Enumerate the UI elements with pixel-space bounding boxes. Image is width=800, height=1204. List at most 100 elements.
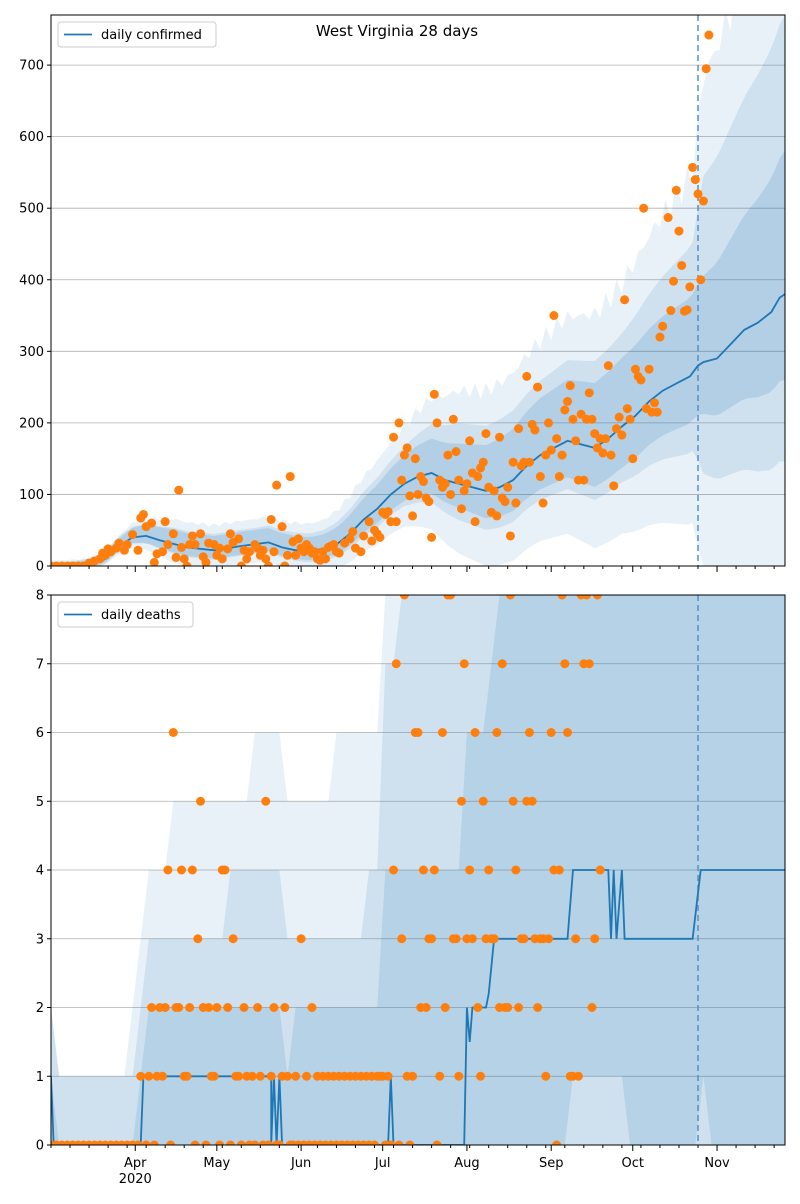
- y-tick-label: 0: [36, 1139, 44, 1154]
- data-point: [508, 457, 518, 467]
- data-point: [410, 454, 420, 464]
- data-point: [484, 865, 494, 875]
- data-point: [133, 545, 143, 555]
- data-point: [272, 480, 282, 490]
- data-point: [435, 1071, 445, 1081]
- data-point: [446, 489, 456, 499]
- data-point: [242, 554, 252, 564]
- data-point: [606, 450, 616, 460]
- data-point: [370, 1140, 380, 1145]
- data-point: [244, 547, 254, 557]
- data-point: [394, 418, 404, 428]
- data-point: [617, 430, 627, 440]
- data-point: [147, 518, 157, 528]
- data-point: [427, 532, 437, 542]
- data-point: [402, 443, 412, 453]
- data-point: [389, 865, 399, 875]
- data-point: [383, 1071, 393, 1081]
- y-tick-label: 500: [19, 202, 44, 217]
- data-point: [225, 1140, 235, 1145]
- data-point: [560, 405, 570, 415]
- data-point: [465, 865, 475, 875]
- data-point: [476, 1071, 486, 1081]
- data-point: [655, 332, 665, 342]
- data-point: [196, 796, 206, 806]
- y-tick-label: 0: [36, 560, 44, 575]
- data-point: [163, 540, 173, 550]
- data-point: [595, 865, 605, 875]
- data-point: [258, 545, 268, 555]
- data-point: [413, 728, 423, 737]
- data-point: [622, 404, 632, 414]
- data-point: [522, 371, 532, 381]
- data-point: [201, 1140, 211, 1145]
- data-point: [285, 472, 295, 482]
- data-point: [505, 531, 515, 541]
- data-point: [563, 728, 573, 737]
- data-point: [160, 1003, 170, 1012]
- data-point: [138, 509, 148, 519]
- data-point: [136, 1071, 146, 1081]
- data-point: [196, 529, 206, 539]
- data-point: [533, 1003, 543, 1012]
- data-point: [391, 659, 401, 669]
- x-tick-label: May: [203, 1156, 230, 1171]
- data-point: [386, 1140, 396, 1145]
- data-point: [225, 529, 235, 539]
- data-point: [255, 1071, 265, 1081]
- x-tick-label: Nov: [704, 1156, 730, 1171]
- data-point: [538, 498, 548, 508]
- data-point: [269, 1003, 279, 1012]
- data-point: [579, 475, 589, 485]
- data-point: [598, 448, 608, 458]
- data-point: [527, 796, 537, 806]
- data-point: [399, 450, 409, 460]
- data-point: [511, 865, 521, 875]
- data-point: [620, 295, 630, 305]
- data-point: [704, 30, 714, 40]
- deaths-panel: 0 1 2 3 4 5 6 7 8 Apr May Jun Jul Aug Sep Oct Nov 2020 dai…: [36, 589, 786, 1187]
- data-point: [478, 457, 488, 467]
- data-point: [511, 498, 521, 508]
- data-point: [693, 189, 703, 199]
- data-point: [179, 554, 189, 564]
- data-point: [280, 561, 290, 566]
- data-point: [274, 1140, 284, 1145]
- data-point: [397, 934, 407, 944]
- data-point: [565, 381, 575, 391]
- data-point: [688, 162, 698, 172]
- data-point: [383, 507, 393, 517]
- data-point: [427, 934, 437, 944]
- data-point: [492, 511, 502, 521]
- y-tick-label: 400: [19, 273, 44, 288]
- y-tick-label: 3: [36, 932, 44, 947]
- data-point: [201, 557, 211, 566]
- data-point: [329, 540, 339, 550]
- data-point: [122, 540, 132, 550]
- data-point: [413, 489, 423, 499]
- y-tick-label: 1: [36, 1070, 44, 1085]
- data-point: [481, 429, 491, 439]
- plot-area: [51, 595, 785, 1145]
- legend-label: daily deaths: [101, 608, 181, 623]
- data-point: [418, 477, 428, 487]
- data-point: [628, 454, 638, 464]
- data-point: [190, 1140, 200, 1145]
- y-tick-label: 300: [19, 345, 44, 360]
- data-point: [429, 865, 439, 875]
- y-tick-label: 700: [19, 59, 44, 74]
- data-point: [614, 412, 624, 422]
- data-point: [389, 432, 399, 442]
- data-point: [489, 934, 499, 944]
- data-point: [187, 865, 197, 875]
- data-point: [454, 1071, 464, 1081]
- data-point: [587, 414, 597, 424]
- data-point: [451, 447, 461, 457]
- data-point: [217, 554, 227, 564]
- data-point: [149, 1140, 159, 1145]
- data-point: [234, 1071, 244, 1081]
- data-point: [658, 321, 668, 331]
- data-point: [418, 865, 428, 875]
- data-point: [166, 1140, 176, 1145]
- data-point: [552, 1140, 562, 1145]
